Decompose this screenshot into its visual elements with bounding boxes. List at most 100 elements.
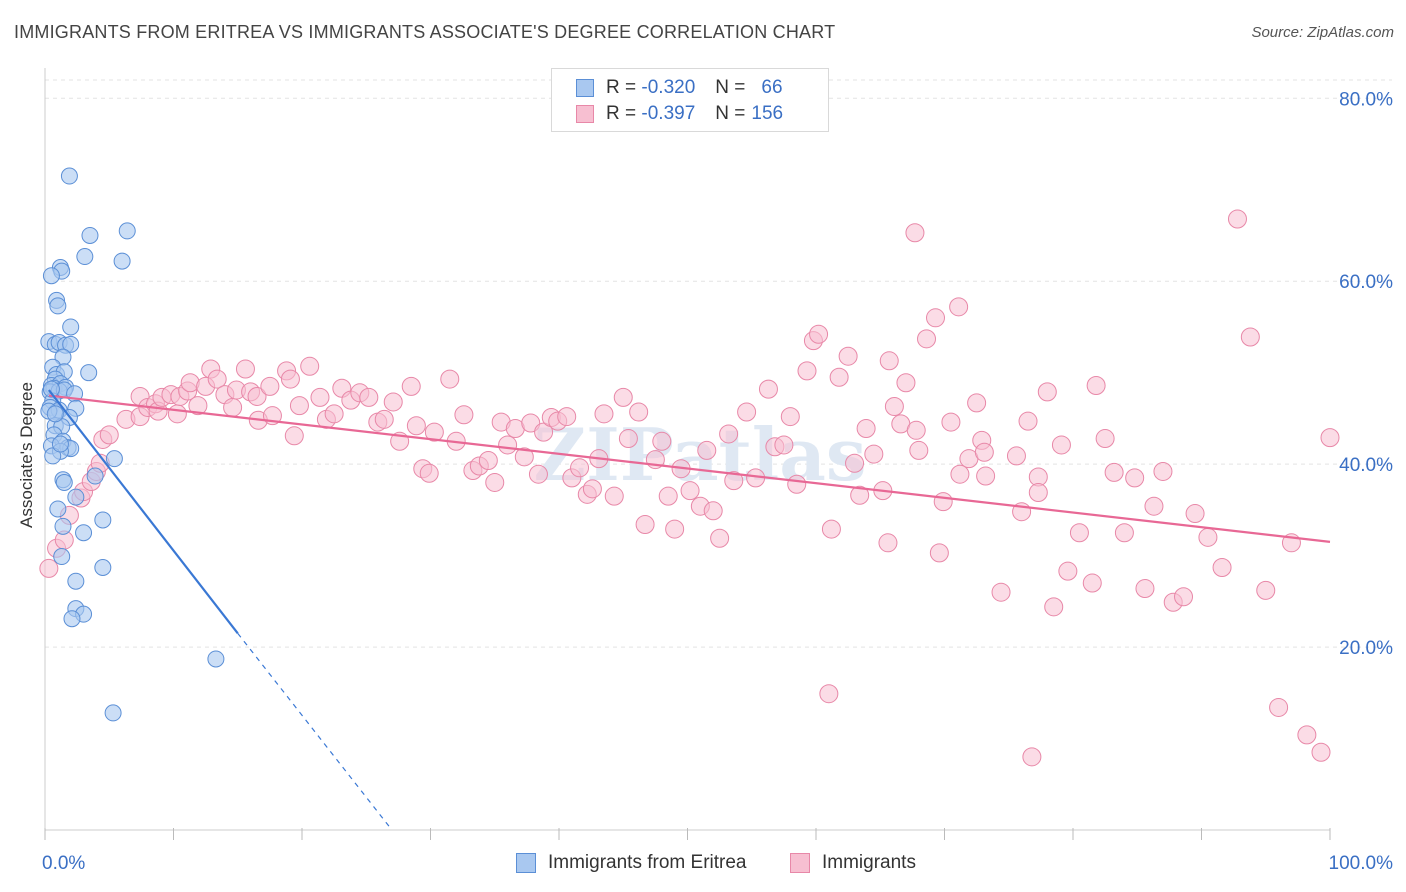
immigrants-point — [737, 402, 757, 422]
eritrea-points — [40, 167, 225, 722]
immigrants-point — [284, 426, 304, 446]
immigrants-point — [604, 486, 624, 506]
immigrants-point — [424, 422, 444, 442]
immigrants-point — [1044, 597, 1064, 617]
immigrants-point — [821, 519, 841, 539]
immigrants-point — [223, 397, 243, 417]
immigrants-point — [324, 404, 344, 424]
immigrants-point — [1058, 561, 1078, 581]
eritrea-point — [80, 364, 98, 382]
source-label: Source: ZipAtlas.com — [1251, 24, 1394, 41]
immigrants-point — [974, 442, 994, 462]
immigrants-point — [917, 329, 937, 349]
immigrants-point — [618, 429, 638, 449]
eritrea-trend-line — [47, 389, 239, 635]
eritrea-point — [104, 704, 122, 722]
eritrea-point — [44, 447, 62, 465]
eritrea-point — [94, 559, 112, 576]
immigrants-point — [247, 386, 267, 406]
immigrants-point — [289, 396, 309, 416]
immigrants-point — [884, 397, 904, 417]
immigrants-point — [167, 404, 187, 424]
immigrants-point — [1256, 580, 1276, 600]
immigrants-point — [809, 324, 829, 344]
immigrants-point — [1269, 697, 1289, 717]
immigrants-point — [926, 308, 946, 328]
immigrants-point — [1037, 382, 1057, 402]
immigrants-point — [1125, 468, 1145, 488]
immigrants-point — [1297, 725, 1317, 745]
eritrea-point — [62, 318, 80, 336]
immigrants-point — [1174, 587, 1194, 607]
n-label: N = — [715, 103, 746, 124]
immigrants-point — [1069, 523, 1089, 543]
immigrants-point — [950, 464, 970, 484]
eritrea-point — [42, 267, 60, 285]
immigrants-point — [864, 444, 884, 464]
immigrants-point — [1086, 375, 1106, 395]
eritrea-point — [63, 610, 81, 628]
immigrants-legend-swatch — [790, 853, 810, 873]
immigrants-point — [570, 458, 590, 478]
immigrants-point — [941, 412, 961, 432]
immigrants-point — [856, 418, 876, 438]
immigrants-point — [188, 396, 208, 416]
immigrants-point — [780, 407, 800, 427]
immigrants-point — [594, 404, 614, 424]
immigrants-point — [652, 431, 672, 451]
immigrants-point — [1185, 504, 1205, 524]
immigrants-point — [498, 435, 518, 455]
r-label: R = — [606, 77, 637, 98]
eritrea-point — [86, 467, 104, 485]
eritrea-point — [49, 297, 67, 315]
bottom-legend-immigrants: Immigrants — [790, 852, 916, 874]
immigrants-point — [819, 684, 839, 704]
eritrea-point — [67, 572, 85, 590]
legend-row-eritrea: R = -0.320 N = 66 — [576, 77, 783, 99]
x-tick-label: 0.0% — [42, 853, 85, 874]
immigrants-point — [850, 485, 870, 505]
immigrants-point — [774, 435, 794, 455]
legend-row-immigrants: R = -0.397 N = 156 — [576, 103, 783, 125]
immigrants-point — [1240, 327, 1260, 347]
immigrants-point — [1095, 429, 1115, 449]
immigrants-point — [406, 416, 426, 436]
x-tick-label: 100.0% — [1329, 853, 1394, 874]
immigrants-point — [1082, 573, 1102, 593]
immigrants-points — [39, 209, 1340, 767]
immigrants-point — [680, 481, 700, 501]
eritrea-point — [60, 167, 78, 185]
immigrants-point — [967, 393, 987, 413]
immigrants-point — [521, 413, 541, 433]
immigrants-point — [582, 479, 602, 499]
trend-lines — [47, 389, 1331, 831]
immigrants-point — [419, 463, 439, 483]
immigrants-point — [374, 409, 394, 429]
immigrants-point — [949, 297, 969, 317]
immigrants-swatch — [576, 105, 594, 123]
immigrants-point — [758, 379, 778, 399]
immigrants-point — [797, 361, 817, 381]
immigrants-point — [1051, 435, 1071, 455]
eritrea-point — [46, 405, 64, 423]
immigrants-point — [310, 387, 330, 407]
immigrants-point — [359, 387, 379, 407]
r-value: -0.320 — [641, 77, 696, 98]
immigrants-point — [787, 474, 807, 494]
eritrea-legend-label: Immigrants from Eritrea — [548, 852, 747, 873]
immigrants-point — [710, 528, 730, 548]
immigrants-point — [235, 359, 255, 379]
eritrea-trend-extension — [237, 632, 393, 831]
immigrants-point — [534, 422, 554, 442]
immigrants-point — [896, 373, 916, 393]
immigrants-point — [991, 582, 1011, 602]
immigrants-point — [1153, 461, 1173, 481]
immigrants-point — [1028, 483, 1048, 502]
eritrea-point — [207, 650, 225, 668]
immigrants-point — [1135, 579, 1155, 599]
immigrants-point — [1320, 428, 1340, 448]
eritrea-point — [42, 380, 60, 398]
immigrants-point — [1212, 558, 1232, 577]
tick-labels: 20.0% 40.0% 60.0% 80.0% 0.0% 100.0% — [42, 89, 1393, 874]
immigrants-point — [719, 424, 739, 444]
